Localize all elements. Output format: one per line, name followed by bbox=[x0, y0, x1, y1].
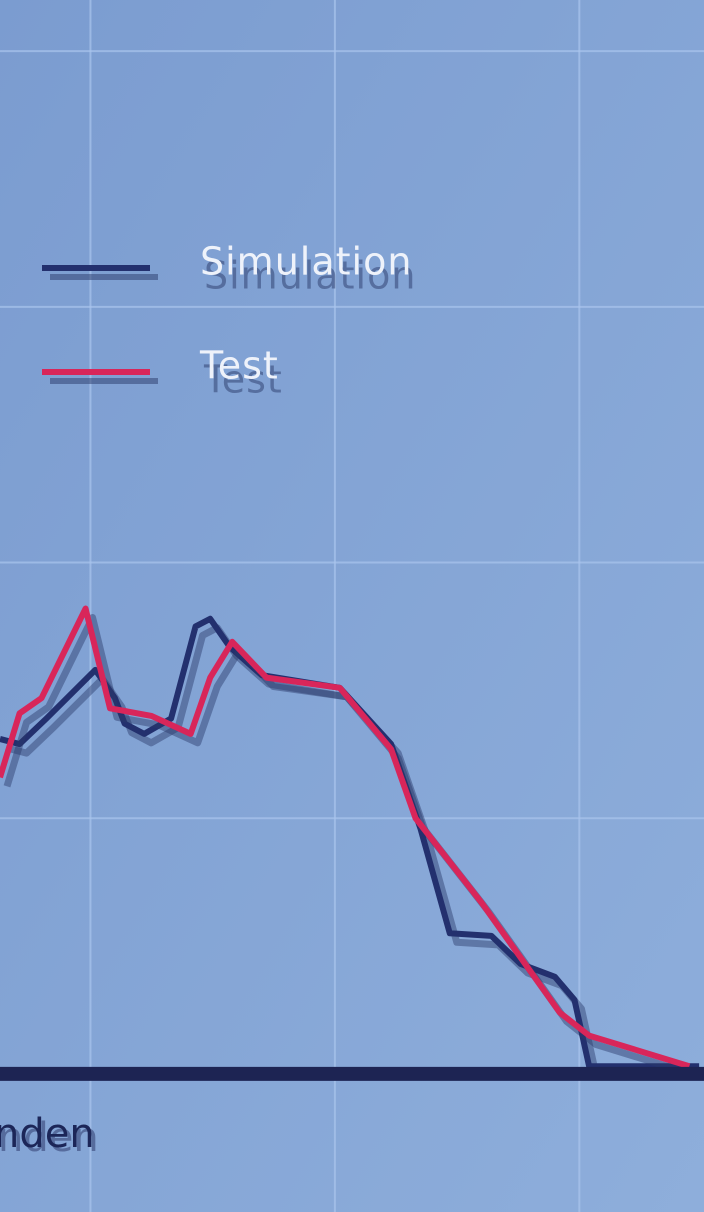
legend-label: Test bbox=[199, 344, 279, 388]
series-line bbox=[0, 605, 691, 1070]
plot-area bbox=[0, 605, 704, 1079]
x-axis-label: nden bbox=[0, 1111, 95, 1157]
legend-label-shadow: Test bbox=[203, 358, 283, 402]
legend-label-shadow: Simulation bbox=[204, 254, 416, 298]
legend-label: Simulation bbox=[200, 240, 412, 284]
x-axis-label-shadow: nden bbox=[0, 1115, 99, 1161]
